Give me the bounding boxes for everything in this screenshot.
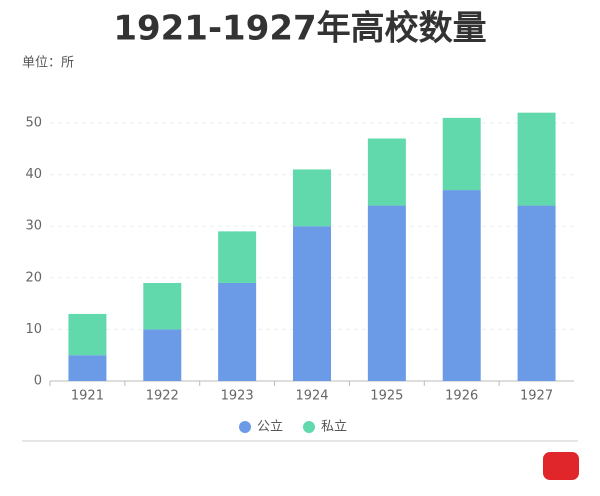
y-tick-label: 0	[34, 374, 42, 389]
bar-segment	[293, 226, 331, 381]
bar-segment	[442, 190, 481, 381]
bar-segment	[367, 138, 406, 206]
x-tick-label: 1921	[71, 389, 104, 404]
x-tick-label: 1923	[221, 389, 254, 404]
x-tick-label: 1927	[520, 389, 553, 404]
x-tick-label: 1924	[295, 389, 328, 404]
bar-segment	[143, 329, 182, 381]
y-tick-label: 10	[25, 322, 42, 337]
bar-segment	[517, 112, 556, 206]
unit-label: 单位：所	[22, 56, 74, 71]
legend-label: 公立	[257, 420, 283, 435]
bar-segment	[367, 205, 406, 381]
bar-segment	[517, 205, 556, 381]
legend-marker	[239, 421, 251, 433]
bar-segment	[68, 355, 107, 381]
chart-title: 1921-1927年高校数量	[113, 9, 486, 49]
logo	[543, 452, 579, 480]
x-tick-label: 1925	[370, 389, 403, 404]
y-tick-label: 20	[25, 270, 42, 285]
bar-segment	[68, 313, 107, 356]
legend-label: 私立	[321, 420, 347, 435]
bar-segment	[442, 117, 481, 191]
y-tick-label: 40	[25, 167, 42, 182]
bar-segment	[143, 282, 182, 330]
y-tick-label: 30	[25, 219, 42, 234]
x-tick-label: 1926	[445, 389, 478, 404]
y-tick-label: 50	[25, 116, 42, 131]
bar-segment	[218, 231, 257, 283]
x-tick-label: 1922	[146, 389, 179, 404]
bar-segment	[218, 282, 257, 381]
legend-marker	[303, 421, 315, 433]
bar-segment	[293, 169, 331, 227]
